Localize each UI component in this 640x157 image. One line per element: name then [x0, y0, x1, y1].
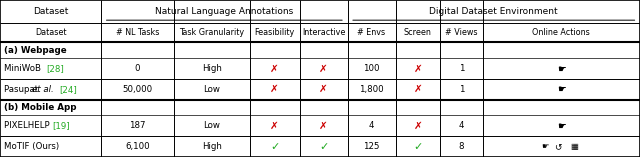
- Text: Feasibility: Feasibility: [255, 28, 294, 37]
- Text: ✗: ✗: [413, 63, 422, 73]
- Text: High: High: [202, 142, 222, 151]
- Text: et al.: et al.: [32, 85, 54, 94]
- Text: 187: 187: [129, 121, 146, 130]
- Text: ✗: ✗: [270, 121, 279, 131]
- Text: ▦: ▦: [570, 142, 578, 151]
- Text: [24]: [24]: [59, 85, 77, 94]
- Text: PIXELHELP: PIXELHELP: [4, 121, 52, 130]
- Text: ☛: ☛: [557, 84, 566, 94]
- Text: 8: 8: [459, 142, 464, 151]
- Text: ☛: ☛: [557, 121, 566, 131]
- Text: Low: Low: [204, 121, 220, 130]
- Text: # NL Tasks: # NL Tasks: [116, 28, 159, 37]
- Text: Interactive: Interactive: [302, 28, 345, 37]
- Text: 0: 0: [135, 64, 140, 73]
- Text: ✗: ✗: [319, 63, 328, 73]
- Text: ✓: ✓: [413, 142, 422, 152]
- Text: # Envs: # Envs: [358, 28, 385, 37]
- Text: Online Actions: Online Actions: [532, 28, 590, 37]
- Text: # Views: # Views: [445, 28, 477, 37]
- Text: 50,000: 50,000: [122, 85, 153, 94]
- Text: ✓: ✓: [270, 142, 279, 152]
- Text: ↺: ↺: [554, 142, 562, 151]
- Text: 125: 125: [364, 142, 380, 151]
- Text: [28]: [28]: [46, 64, 64, 73]
- Text: ✗: ✗: [270, 63, 279, 73]
- Text: [19]: [19]: [52, 121, 70, 130]
- Text: 1: 1: [459, 64, 464, 73]
- Text: Pasupat: Pasupat: [4, 85, 41, 94]
- Text: ✗: ✗: [319, 84, 328, 94]
- Text: Dataset: Dataset: [33, 7, 68, 16]
- Text: MoTIF (Ours): MoTIF (Ours): [4, 142, 59, 151]
- Text: (a) Webpage: (a) Webpage: [4, 46, 67, 55]
- Text: ✗: ✗: [413, 84, 422, 94]
- Text: 4: 4: [369, 121, 374, 130]
- Text: ✓: ✓: [319, 142, 328, 152]
- Text: Task Granularity: Task Granularity: [179, 28, 244, 37]
- Text: High: High: [202, 64, 222, 73]
- Text: Screen: Screen: [404, 28, 432, 37]
- Text: ✗: ✗: [413, 121, 422, 131]
- Text: ✗: ✗: [319, 121, 328, 131]
- Text: ☛: ☛: [557, 63, 566, 73]
- Text: Natural Language Annotations: Natural Language Annotations: [155, 7, 294, 16]
- Text: 100: 100: [364, 64, 380, 73]
- Text: Digital Dataset Environment: Digital Dataset Environment: [429, 7, 558, 16]
- Text: 4: 4: [459, 121, 464, 130]
- Text: ☛: ☛: [541, 142, 549, 151]
- Text: MiniWoB: MiniWoB: [4, 64, 44, 73]
- Text: 1,800: 1,800: [359, 85, 384, 94]
- Text: 1: 1: [459, 85, 464, 94]
- Text: Low: Low: [204, 85, 220, 94]
- Text: Dataset: Dataset: [35, 28, 67, 37]
- Text: ✗: ✗: [270, 84, 279, 94]
- Text: (b) Mobile App: (b) Mobile App: [4, 103, 76, 112]
- Text: 6,100: 6,100: [125, 142, 150, 151]
